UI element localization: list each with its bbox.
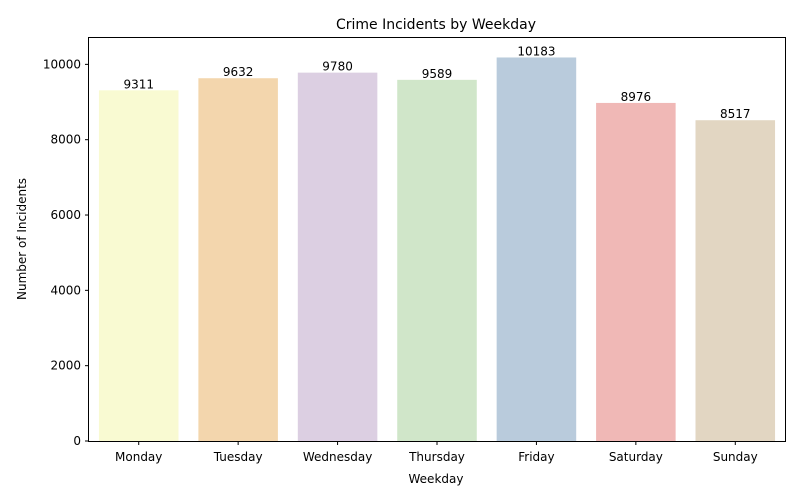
bar-monday — [98, 90, 179, 442]
bar-wednesday — [297, 72, 378, 442]
bar-sunday — [695, 120, 776, 441]
y-axis-title: Number of Incidents — [15, 178, 29, 300]
y-tick-label: 6000 — [50, 208, 81, 222]
data-label-sunday: 8517 — [720, 107, 751, 121]
y-tick-label: 0 — [73, 434, 81, 448]
y-axis: 0 2000 4000 6000 8000 10000 — [43, 57, 89, 448]
data-label-tuesday: 9632 — [223, 65, 254, 79]
y-tick-label: 4000 — [50, 283, 81, 297]
data-label-wednesday: 9780 — [322, 60, 353, 74]
x-tick-label-saturday: Saturday — [609, 450, 663, 464]
bars-group — [98, 57, 776, 442]
bar-saturday — [596, 102, 676, 442]
data-labels-group: 9311 9632 9780 9589 10183 8976 8517 — [123, 44, 750, 121]
plot-area-frame — [88, 37, 786, 442]
x-tick-label-monday: Monday — [115, 450, 162, 464]
y-tick-label: 2000 — [50, 359, 81, 373]
x-axis-title: Weekday — [409, 472, 464, 486]
bar-tuesday — [198, 78, 278, 441]
data-label-monday: 9311 — [123, 77, 154, 91]
x-tick-label-sunday: Sunday — [713, 450, 758, 464]
chart-title: Crime Incidents by Weekday — [336, 17, 536, 33]
x-tick-label-tuesday: Tuesday — [213, 450, 263, 464]
x-tick-label-friday: Friday — [518, 450, 554, 464]
bar-friday — [496, 57, 577, 442]
y-tick-label: 10000 — [43, 57, 81, 71]
x-axis: Monday Tuesday Wednesday Thursday Friday Satu… — [115, 441, 758, 464]
x-tick-label-thursday: Thursday — [408, 450, 465, 464]
data-label-friday: 10183 — [517, 44, 555, 58]
y-tick-label: 8000 — [50, 133, 81, 147]
data-label-thursday: 9589 — [422, 67, 453, 81]
bar-thursday — [397, 79, 477, 441]
x-tick-label-wednesday: Wednesday — [303, 450, 372, 464]
data-label-saturday: 8976 — [621, 90, 652, 104]
